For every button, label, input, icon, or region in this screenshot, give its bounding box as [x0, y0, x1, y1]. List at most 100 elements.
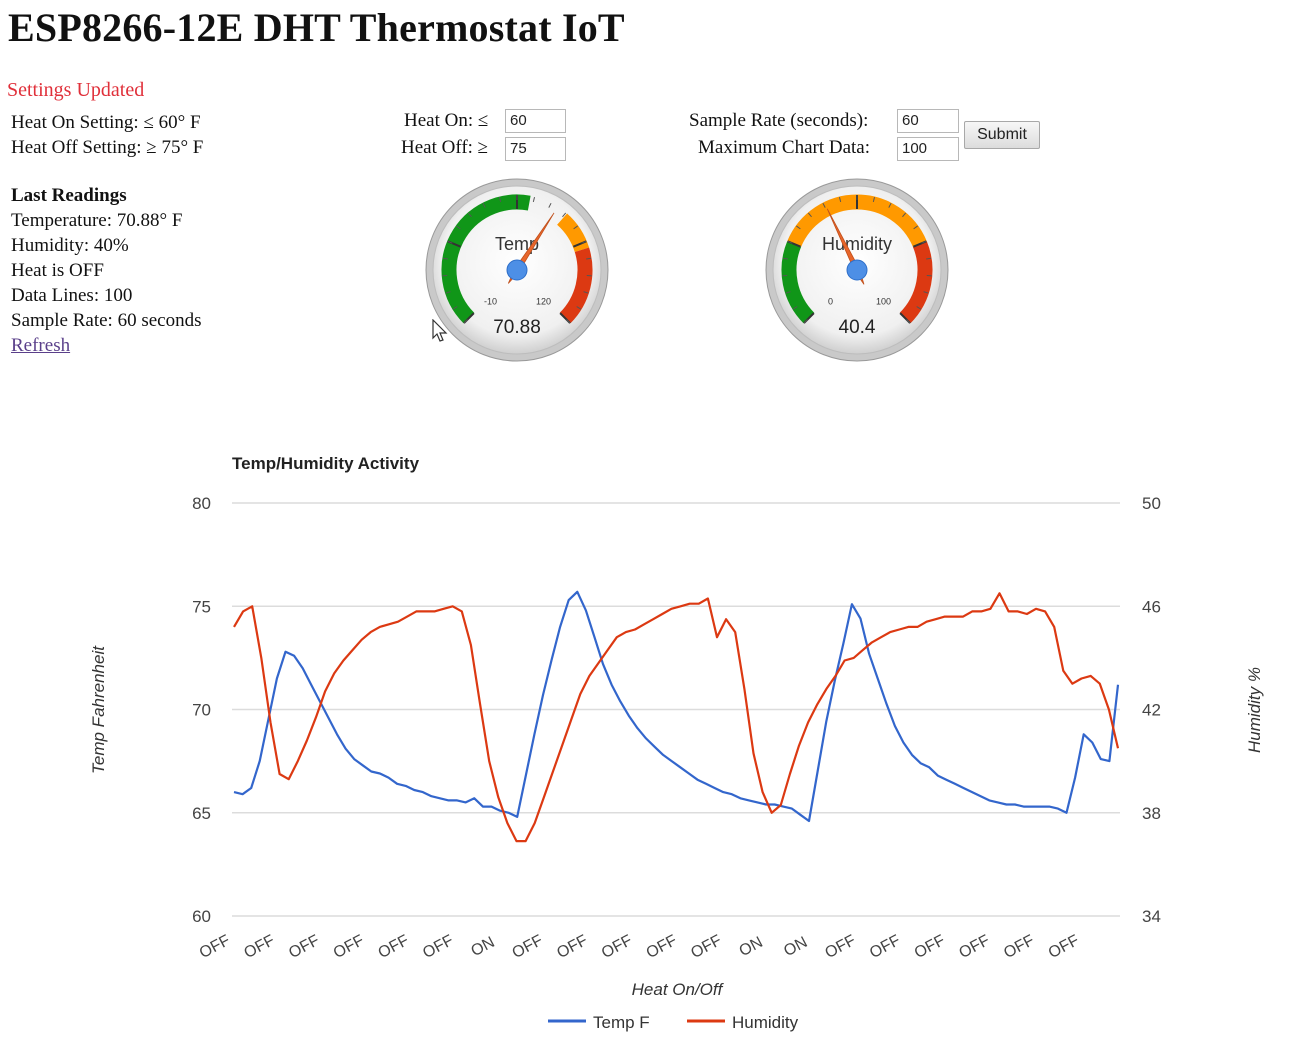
- y-right-tick-label: 46: [1142, 597, 1161, 616]
- y-left-tick-label: 70: [192, 701, 211, 720]
- temp-gauge-minor-tick: [573, 225, 578, 230]
- x-tick-label: OFF: [956, 932, 992, 962]
- humidity-gauge-minor-tick: [888, 202, 892, 208]
- heat-on-input[interactable]: 60: [505, 109, 566, 133]
- y-axis-right-label: Humidity %: [1245, 667, 1264, 753]
- x-tick-label: OFF: [286, 932, 322, 962]
- humidity-gauge-minor-tick: [872, 196, 875, 203]
- y-left-tick-label: 60: [192, 907, 211, 926]
- humidity-gauge-minor-tick: [796, 225, 801, 230]
- humidity-series-line: [233, 592, 1120, 843]
- x-tick-label: OFF: [554, 932, 590, 962]
- x-tick-label: OFF: [197, 932, 233, 962]
- temp-gauge-minor-tick: [548, 202, 552, 208]
- page-title: ESP8266-12E DHT Thermostat IoT: [8, 5, 625, 50]
- x-tick-label: OFF: [688, 932, 724, 962]
- humidity-gauge-minor-tick: [807, 212, 812, 218]
- x-tick-label: OFF: [822, 932, 858, 962]
- humidity-gauge-minor-tick: [803, 319, 808, 324]
- sample-rate-label: Sample Rate (seconds):: [689, 110, 869, 131]
- refresh-link[interactable]: Refresh: [11, 335, 71, 356]
- x-tick-label: OFF: [912, 932, 948, 962]
- heat-off-label: Heat Off: ≥: [401, 137, 489, 158]
- x-tick-label: OFF: [510, 932, 546, 962]
- data-lines: Data Lines: 100: [11, 285, 133, 306]
- last-readings: Last Readings Temperature: 70.88° F Humi…: [11, 183, 202, 358]
- temp-gauge-minor-tick: [583, 291, 589, 294]
- humidity-reading: Humidity: 40%: [11, 235, 129, 256]
- heat-state: Heat is OFF: [11, 260, 104, 281]
- humidity-gauge-zone: [899, 241, 933, 324]
- submit-button[interactable]: Submit: [964, 121, 1040, 149]
- temp-gauge-minor-tick: [463, 319, 468, 324]
- humidity-gauge-minor-tick: [782, 257, 788, 260]
- temp-gauge-minor-tick: [532, 196, 535, 203]
- temp-series-line: [233, 590, 1120, 823]
- x-tick-label: OFF: [867, 932, 903, 962]
- humidity-gauge-minor-tick: [822, 202, 826, 208]
- temp-gauge-minor-tick: [452, 306, 458, 310]
- humidity-gauge-minor-tick: [787, 240, 793, 244]
- temp-gauge-zone: [559, 247, 593, 324]
- x-tick-label: OFF: [1001, 932, 1037, 962]
- status-message: Settings Updated: [7, 79, 145, 101]
- temp-gauge-minor-tick: [482, 202, 486, 208]
- temp-gauge-minor-tick: [442, 257, 448, 260]
- x-tick-label: OFF: [376, 932, 412, 962]
- humidity-gauge-minor-tick: [906, 319, 911, 324]
- x-tick-label: OFF: [599, 932, 635, 962]
- y-left-tick-label: 65: [192, 804, 211, 823]
- temp-gauge-minor-tick: [576, 306, 582, 310]
- current-settings: Heat On Setting: ≤ 60° F Heat Off Settin…: [11, 110, 203, 160]
- last-readings-header: Last Readings: [11, 185, 127, 206]
- heat-off-input[interactable]: 75: [505, 137, 566, 161]
- humidity-gauge-value: 40.4: [839, 317, 876, 338]
- y-left-tick-label: 75: [192, 597, 211, 616]
- humidity-gauge-minor-tick: [926, 257, 932, 260]
- temp-gauge-zone: [441, 194, 531, 324]
- y-right-tick-label: 34: [1142, 907, 1161, 926]
- humidity-gauge-zone: [781, 241, 815, 324]
- heat-on-label: Heat On: ≤: [404, 110, 489, 131]
- y-left-tick-label: 80: [192, 494, 211, 513]
- heat-off-setting: Heat Off Setting: ≥ 75° F: [11, 137, 204, 158]
- mouse-cursor-icon: [432, 319, 448, 342]
- humidity-gauge-minor-tick: [916, 306, 922, 310]
- humidity-gauge-max-label: 100: [876, 297, 891, 307]
- humidity-gauge-minor-tick: [785, 291, 791, 294]
- temp-gauge-minor-tick: [566, 319, 571, 324]
- humidity-gauge-minor-tick: [913, 225, 918, 230]
- temp-gauge-minor-tick: [586, 257, 592, 260]
- activity-chart: Temp/Humidity Activity 60 65 70 75 80 34 38 42 4…: [89, 454, 1264, 1032]
- humidity-gauge-label: Humidity: [822, 234, 892, 254]
- x-tick-label: ON: [781, 934, 810, 960]
- temp-gauge-min-label: -10: [484, 297, 497, 307]
- x-tick-label: OFF: [241, 932, 277, 962]
- y-right-tick-label: 50: [1142, 494, 1161, 513]
- legend-humidity-label: Humidity: [732, 1013, 799, 1032]
- temp-gauge: Temp -10 120 70.88: [425, 178, 609, 362]
- legend-temp-label: Temp F: [593, 1013, 650, 1032]
- humidity-gauge-min-label: 0: [828, 297, 833, 307]
- humidity-gauge-minor-tick: [902, 212, 907, 218]
- temp-gauge-minor-tick: [445, 291, 451, 294]
- heat-on-setting: Heat On Setting: ≤ 60° F: [11, 112, 201, 133]
- max-chart-data-label: Maximum Chart Data:: [698, 137, 871, 158]
- humidity-gauge-hub: [846, 259, 868, 281]
- y-right-tick-label: 38: [1142, 804, 1161, 823]
- x-tick-label: ON: [737, 934, 766, 960]
- chart-title: Temp/Humidity Activity: [232, 454, 420, 473]
- max-chart-data-input[interactable]: 100: [897, 137, 959, 161]
- temp-gauge-zone: [556, 213, 590, 253]
- temp-gauge-hub: [506, 259, 528, 281]
- legend: Temp F Humidity: [548, 1013, 799, 1032]
- humidity-gauge-minor-tick: [921, 240, 927, 244]
- temp-gauge-minor-tick: [562, 212, 567, 218]
- temp-gauge-minor-tick: [467, 212, 472, 218]
- x-axis-label: Heat On/Off: [632, 980, 725, 999]
- sample-rate-input[interactable]: 60: [897, 109, 959, 133]
- temp-gauge-minor-tick: [499, 196, 502, 203]
- y-right-tick-label: 42: [1142, 701, 1161, 720]
- x-tick-label: OFF: [644, 932, 680, 962]
